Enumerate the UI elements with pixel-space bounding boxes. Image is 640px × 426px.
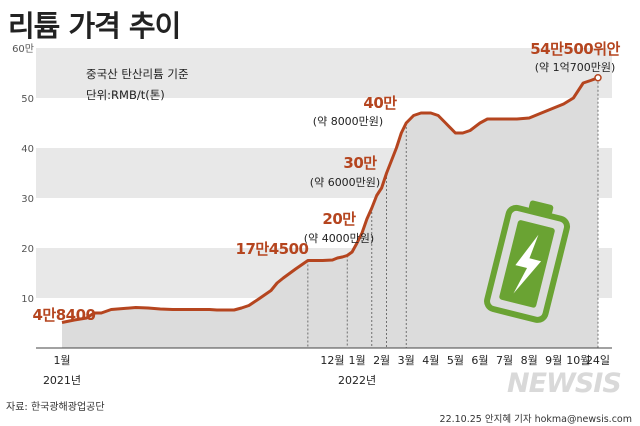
battery-icon	[484, 200, 571, 323]
y-tick-label: 60만	[12, 43, 34, 55]
value-annotation-sub: (약 4000만원)	[304, 231, 374, 245]
note-basis: 중국산 탄산리튬 기준	[86, 67, 189, 81]
battery-body	[484, 204, 571, 323]
y-tick-label: 40	[21, 144, 34, 155]
battery-cap	[528, 200, 554, 215]
x-tick-label: 3월	[398, 354, 415, 367]
latest-point	[594, 74, 602, 82]
x-tick-label: 1월	[348, 354, 365, 367]
y-tick-label: 10	[21, 294, 34, 305]
x-tick-label: 8월	[521, 354, 538, 367]
price-area	[62, 77, 598, 349]
y-tick-label: 30	[21, 194, 34, 205]
value-annotation: 30만	[343, 154, 377, 172]
x-tick-label: 10월	[566, 354, 590, 367]
lightning-icon	[513, 234, 542, 294]
value-annotation: 54만500위안	[530, 40, 620, 58]
value-annotation-sub: (약 8000만원)	[313, 114, 383, 128]
x-tick-label: 1월	[53, 354, 70, 367]
x-tick-label: 24일	[586, 353, 610, 367]
y-tick-label: 20	[21, 244, 34, 255]
x-tick-label: 4월	[422, 354, 439, 367]
x-tick-label: 7월	[496, 354, 513, 367]
value-annotation: 4만8400	[33, 306, 96, 324]
x-tick-label: 6월	[471, 354, 488, 367]
year-label: 2021년	[43, 374, 81, 387]
value-annotation: 17만4500	[236, 240, 309, 258]
price-line	[61, 76, 599, 324]
source-text: 자료: 한국광해광업공단	[6, 402, 105, 413]
year-label: 2022년	[338, 374, 376, 387]
x-tick-label: 9월	[545, 354, 562, 367]
chart-note: 중국산 탄산리튬 기준 단위:RMB/t(톤)	[86, 64, 189, 106]
x-tick-label: 2월	[373, 354, 390, 367]
value-annotation: 40만	[363, 94, 397, 112]
newsis-logo: NEWSIS	[507, 368, 622, 399]
chart-title: 리튬 가격 추이	[8, 9, 181, 43]
value-annotation-sub: (약 1억700만원)	[535, 60, 616, 74]
x-tick-label: 5월	[447, 354, 464, 367]
x-tick-label: 12월	[320, 354, 344, 367]
note-unit: 단위:RMB/t(톤)	[86, 88, 165, 102]
gridband	[36, 48, 612, 98]
credit-text: 22.10.25 안지혜 기자 hokma@newsis.com	[439, 414, 632, 425]
value-annotation: 20만	[322, 210, 356, 228]
y-tick-label: 50	[21, 94, 34, 105]
value-annotation-sub: (약 6000만원)	[310, 175, 380, 189]
